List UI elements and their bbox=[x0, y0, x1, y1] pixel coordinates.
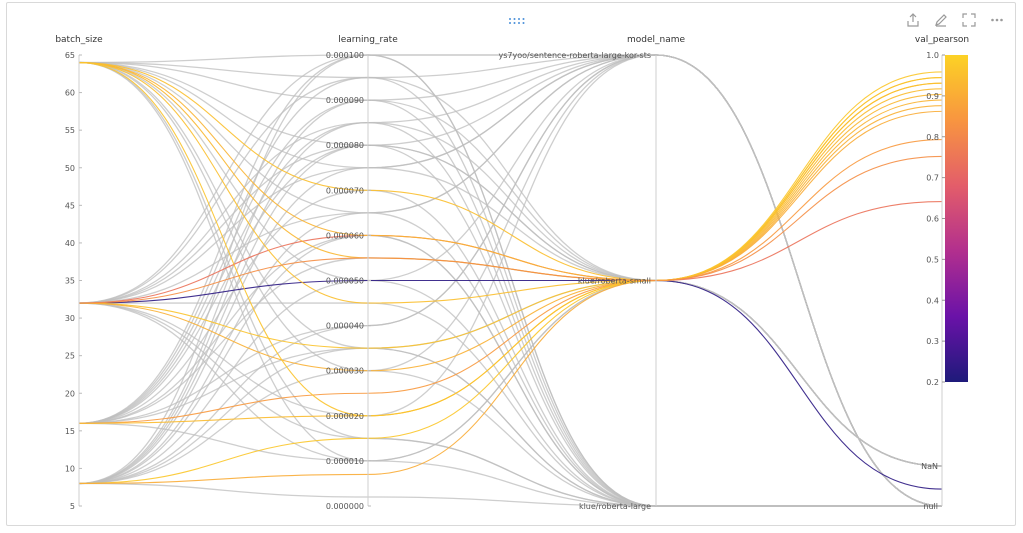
category-label: klue/roberta-large bbox=[579, 502, 651, 511]
run-line-57[interactable] bbox=[78, 155, 943, 304]
run-line-43[interactable] bbox=[78, 121, 942, 507]
tick-label-learning_rate: 0.000050 bbox=[326, 277, 364, 286]
special-value-label: null bbox=[923, 502, 938, 511]
run-line-55[interactable] bbox=[78, 105, 943, 372]
panel-toolbar bbox=[905, 12, 1005, 28]
edit-icon[interactable] bbox=[933, 12, 949, 28]
export-icon[interactable] bbox=[905, 12, 921, 28]
run-line-56[interactable] bbox=[78, 61, 943, 417]
colorbar-tick-label: 0.8 bbox=[926, 133, 939, 142]
colorbar-tick-label: 1.0 bbox=[926, 51, 939, 60]
colorbar-tick-label: 0.6 bbox=[926, 215, 939, 224]
more-icon[interactable] bbox=[989, 12, 1005, 28]
colorbar-tick-label: 0.2 bbox=[926, 378, 939, 387]
tick-label-batch_size: 50 bbox=[65, 164, 75, 173]
tick-label-batch_size: 40 bbox=[65, 239, 75, 248]
axis-title-val_pearson: val_pearson bbox=[915, 35, 969, 45]
tick-label-learning_rate: 0.000000 bbox=[326, 502, 364, 511]
tick-label-learning_rate: 0.000060 bbox=[326, 231, 364, 240]
run-line-46[interactable] bbox=[78, 139, 943, 424]
colorbar-tick-label: 0.5 bbox=[926, 255, 939, 264]
tick-label-batch_size: 65 bbox=[65, 51, 75, 60]
tick-label-learning_rate: 0.000100 bbox=[326, 51, 364, 60]
tick-label-learning_rate: 0.000070 bbox=[326, 186, 364, 195]
category-label: ys7yoo/sentence-roberta-large-kor-sts bbox=[499, 51, 651, 60]
tick-label-batch_size: 60 bbox=[65, 89, 75, 98]
run-line-27[interactable] bbox=[78, 482, 942, 507]
tick-label-batch_size: 5 bbox=[70, 502, 75, 511]
run-line-47[interactable] bbox=[78, 61, 943, 282]
axis-title-learning_rate: learning_rate bbox=[338, 35, 398, 45]
tick-label-learning_rate: 0.000040 bbox=[326, 322, 364, 331]
tick-label-batch_size: 45 bbox=[65, 201, 75, 210]
run-line-44[interactable] bbox=[78, 279, 943, 490]
tick-label-batch_size: 55 bbox=[65, 126, 75, 135]
tick-label-learning_rate: 0.000030 bbox=[326, 367, 364, 376]
run-lines bbox=[78, 54, 943, 507]
drag-handle-icon[interactable] bbox=[507, 11, 527, 24]
special-value-label: NaN bbox=[921, 462, 938, 471]
tick-label-batch_size: 10 bbox=[65, 464, 75, 473]
category-label: klue/roberta-small bbox=[578, 277, 651, 286]
fullscreen-icon[interactable] bbox=[961, 12, 977, 28]
axis-title-model_name: model_name bbox=[627, 35, 686, 45]
axis-title-batch_size: batch_size bbox=[55, 35, 103, 45]
colorbar: 0.2 0.3 0.4 0.5 0.6 0.7 0.8 0.9 1.0 bbox=[926, 51, 968, 387]
run-line-52[interactable] bbox=[78, 71, 943, 484]
tick-label-learning_rate: 0.000080 bbox=[326, 141, 364, 150]
run-line-53[interactable] bbox=[78, 110, 943, 484]
run-line-42[interactable] bbox=[78, 54, 943, 507]
tick-label-batch_size: 20 bbox=[65, 389, 75, 398]
colorbar-tick-label: 0.9 bbox=[926, 92, 939, 101]
tick-label-batch_size: 25 bbox=[65, 352, 75, 361]
tick-label-batch_size: 30 bbox=[65, 314, 75, 323]
tick-label-batch_size: 15 bbox=[65, 427, 75, 436]
colorbar-gradient bbox=[945, 55, 968, 382]
colorbar-tick-label: 0.3 bbox=[926, 337, 939, 346]
run-line-54[interactable] bbox=[78, 61, 943, 282]
tick-label-learning_rate: 0.000020 bbox=[326, 412, 364, 421]
tick-label-batch_size: 35 bbox=[65, 277, 75, 286]
tick-label-learning_rate: 0.000010 bbox=[326, 457, 364, 466]
axes: batch_size 5 10 15 20 25 30 35 40 45 50 55 60 65 learn… bbox=[55, 35, 969, 511]
colorbar-tick-label: 0.7 bbox=[926, 174, 939, 183]
tick-label-learning_rate: 0.000090 bbox=[326, 96, 364, 105]
colorbar-tick-label: 0.4 bbox=[926, 296, 939, 305]
